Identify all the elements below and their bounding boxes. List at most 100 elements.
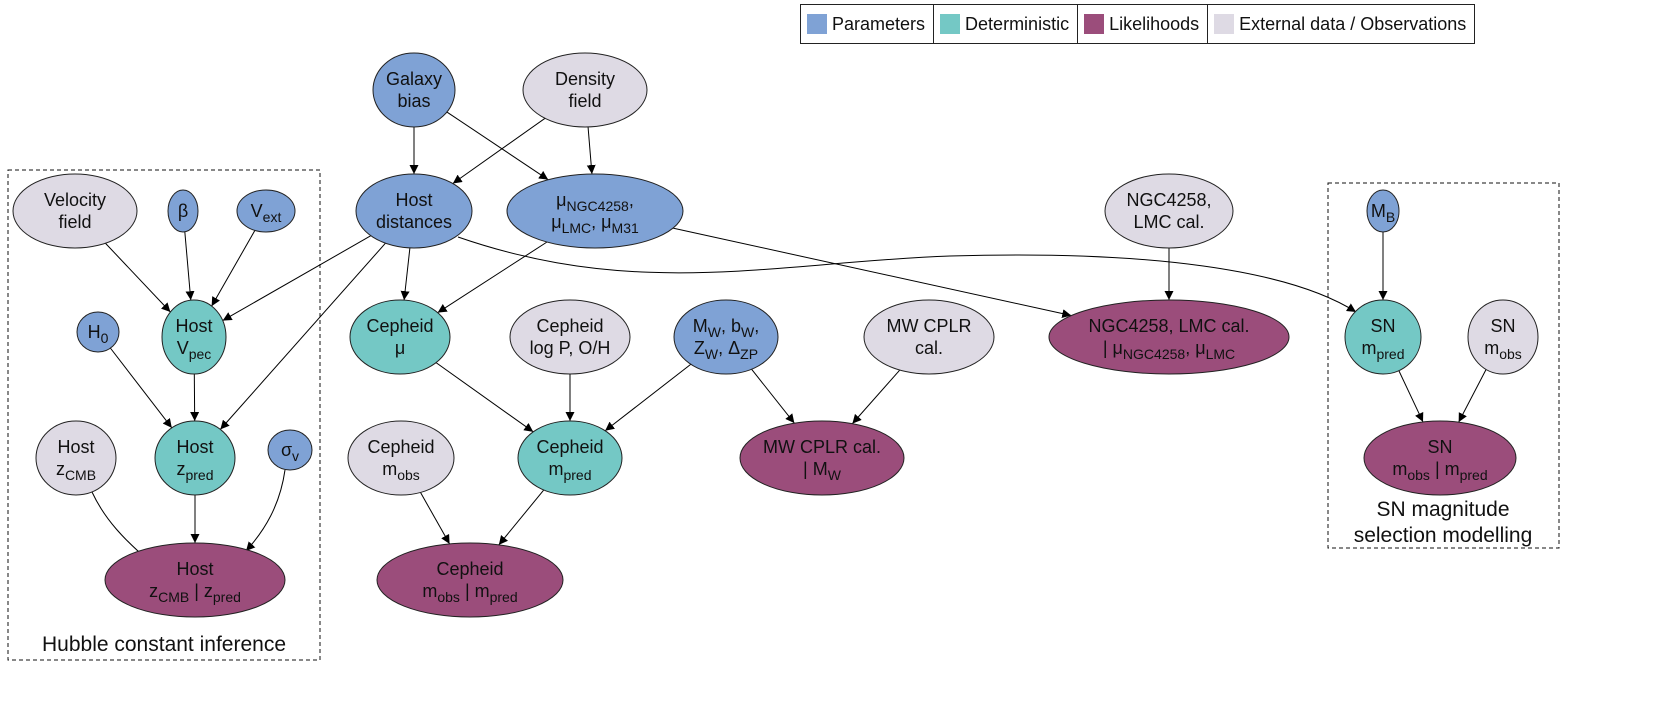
legend-swatch-parameter: [807, 14, 827, 34]
edge-host-distances-to-sn-mpred: [457, 236, 1357, 313]
node-label-line: μNGC4258,: [556, 190, 634, 214]
label-text: SN: [1370, 316, 1395, 336]
label-text: z: [56, 459, 65, 479]
label-text: σ: [281, 440, 292, 460]
node-ellipse-parameter: [236, 189, 296, 233]
node-ellipse-deterministic: [517, 420, 623, 496]
subscript: NGC4258: [1123, 346, 1185, 362]
node-label-line: NGC4258,: [1126, 190, 1211, 210]
label-text: β: [178, 201, 188, 221]
subscript: ext: [263, 209, 282, 225]
label-text: Host: [395, 190, 432, 210]
label-text: m: [548, 459, 563, 479]
legend-swatch-likelihood: [1084, 14, 1105, 34]
label-text: Host: [176, 559, 213, 579]
label-text: LMC cal.: [1133, 212, 1204, 232]
label-text: m: [382, 459, 397, 479]
label-text: Cepheid: [366, 316, 433, 336]
edge-sn-mobs-to-sn-lik: [1458, 369, 1487, 423]
subscript: pred: [1376, 346, 1404, 362]
node-ngc-lmc-lik: NGC4258, LMC cal.| μNGC4258, μLMC: [1048, 299, 1290, 375]
subscript: obs: [1407, 467, 1430, 483]
legend-label: Deterministic: [965, 13, 1070, 34]
subscript: pred: [1460, 467, 1488, 483]
node-label-line: μ: [395, 338, 405, 358]
label-text: MW CPLR: [887, 316, 972, 336]
node-ellipse-deterministic: [154, 420, 236, 496]
label-text: μ: [551, 212, 561, 232]
node-label-line: μLMC, μM31: [551, 212, 639, 236]
label-text: μ: [395, 338, 405, 358]
subscript: LMC: [562, 220, 592, 236]
subscript: M31: [612, 220, 639, 236]
node-ellipse-parameter: [1366, 189, 1400, 233]
label-text: Z: [694, 338, 705, 358]
node-ellipse-parameter: [506, 173, 684, 249]
node-mw-params: MW, bW,ZW, ΔZP: [673, 299, 779, 375]
node-label-line: MW CPLR cal.: [763, 437, 881, 457]
node-ellipse-external: [1467, 299, 1539, 375]
edge-mu-anchors-to-ngc-lmc-lik: [672, 227, 1072, 319]
subscript: ZP: [740, 346, 758, 362]
subscript: pred: [490, 589, 518, 605]
edge-cepheid-mpred-to-cepheid-lik: [498, 489, 545, 546]
subscript: NGC4258: [567, 198, 629, 214]
label-text: , Δ: [718, 338, 740, 358]
node-label-line: LMC cal.: [1133, 212, 1204, 232]
node-label-line: field: [58, 212, 91, 232]
subscript: obs: [397, 467, 420, 483]
label-text: M: [1371, 201, 1386, 221]
node-label-line: mpred: [548, 459, 591, 483]
label-text: z: [176, 459, 185, 479]
sn-selection-group-box: [1327, 182, 1560, 549]
subscript: CMB: [65, 467, 96, 483]
label-text: m: [1392, 459, 1407, 479]
node-ellipse-parameter: [167, 189, 199, 233]
node-ellipse-external: [12, 173, 138, 249]
edge-velocity-field-to-host-vpec: [105, 242, 171, 313]
edge-h0-to-host-zpred: [110, 347, 173, 429]
subscript: pred: [563, 467, 591, 483]
label-text: Host: [57, 437, 94, 457]
node-ellipse-parameter: [673, 299, 779, 375]
node-label-line: Cepheid: [536, 316, 603, 336]
node-label-line: Cepheid: [436, 559, 503, 579]
edge-mw-params-to-mw-cplr-lik: [751, 368, 795, 424]
legend-swatch-deterministic: [940, 14, 961, 34]
node-ellipse-likelihood: [739, 420, 905, 496]
node-label-line: zCMB: [56, 459, 96, 483]
subscript: obs: [437, 589, 460, 605]
node-label-line: SN: [1490, 316, 1515, 336]
node-ellipse-parameter: [355, 173, 473, 249]
node-ellipse-likelihood: [1363, 420, 1517, 496]
node-label-line: ZW, ΔZP: [694, 338, 758, 362]
node-label-line: | μNGC4258, μLMC: [1103, 338, 1235, 362]
node-label-line: β: [178, 201, 188, 221]
label-text: , μ: [591, 212, 611, 232]
node-label-line: mobs: [1484, 338, 1522, 362]
edge-beta-to-host-vpec: [184, 231, 195, 301]
legend-label: Parameters: [832, 13, 926, 34]
node-ellipse-likelihood: [1048, 299, 1290, 375]
label-text: m: [1361, 338, 1376, 358]
label-text: m: [422, 581, 437, 601]
node-label-line: NGC4258, LMC cal.: [1088, 316, 1249, 336]
edge-host-distances-to-cepheid-mu: [400, 247, 411, 301]
label-text: ,: [629, 190, 634, 210]
label-text: Velocity: [44, 190, 106, 210]
edge-density-field-to-host-distances: [452, 117, 546, 184]
legend-label: External data / Observations: [1239, 13, 1467, 34]
node-label-line: Density: [555, 69, 615, 89]
node-m-b: MB: [1366, 189, 1400, 233]
node-label-line: Cepheid: [536, 437, 603, 457]
label-text: SN: [1427, 437, 1452, 457]
legend-item-parameters: Parameters: [801, 5, 935, 43]
node-ellipse-parameter: [372, 52, 456, 128]
node-label-line: mpred: [1361, 338, 1404, 362]
label-text: NGC4258,: [1126, 190, 1211, 210]
